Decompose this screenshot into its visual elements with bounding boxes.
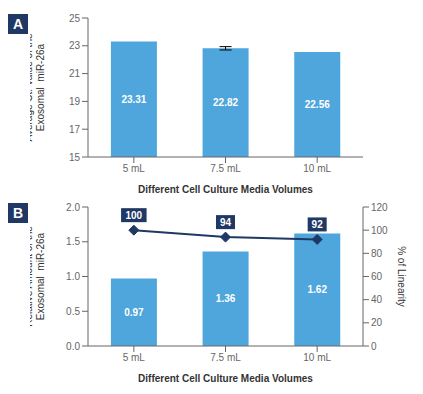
svg-text:94: 94 [220, 217, 232, 228]
svg-text:23: 23 [69, 40, 81, 51]
svg-text:5 mL: 5 mL [123, 352, 146, 363]
svg-text:80: 80 [371, 248, 383, 259]
svg-text:22.82: 22.82 [213, 97, 238, 108]
svg-text:7.5 mL: 7.5 mL [210, 352, 241, 363]
svg-text:5 mL: 5 mL [123, 163, 146, 174]
svg-text:100: 100 [371, 225, 388, 236]
svg-text:7.5 mL: 7.5 mL [210, 163, 241, 174]
svg-text:60: 60 [371, 271, 383, 282]
svg-text:Different Cell Culture Media V: Different Cell Culture Media Volumes [138, 184, 313, 195]
svg-text:0.97: 0.97 [124, 307, 144, 318]
html-text:A: A [12, 16, 24, 32]
html-text:B: B [12, 205, 24, 221]
svg-text:19: 19 [69, 96, 81, 107]
svg-text:10 mL: 10 mL [303, 352, 331, 363]
svg-text:% of Linearity: % of Linearity [396, 246, 407, 307]
svg-text:17: 17 [69, 124, 81, 135]
svg-text:1.5: 1.5 [66, 236, 80, 247]
svg-text:23.31: 23.31 [121, 94, 146, 105]
svg-text:40: 40 [371, 294, 383, 305]
svg-text:10 mL: 10 mL [303, 163, 331, 174]
svg-text:0.5: 0.5 [66, 306, 80, 317]
svg-text:120: 120 [371, 202, 388, 213]
svg-text:21: 21 [69, 68, 81, 79]
svg-text:22.56: 22.56 [305, 99, 330, 110]
svg-text:20: 20 [371, 317, 383, 328]
svg-text:15: 15 [69, 152, 81, 163]
svg-text:1.36: 1.36 [216, 293, 236, 304]
svg-text:Average Ct. Value of theExosom: Average Ct. Value of theExosomal miR-26a [30, 33, 46, 141]
svg-text:100: 100 [125, 210, 142, 221]
svg-text:2.0: 2.0 [66, 202, 80, 213]
svg-text:Different Cell Culture Media V: Different Cell Culture Media Volumes [138, 373, 313, 384]
svg-text:Relative Amount of theExosomal: Relative Amount of theExosomal miR-26a [30, 226, 46, 327]
svg-text:1.62: 1.62 [308, 284, 328, 295]
svg-text:0: 0 [371, 341, 377, 352]
svg-text:0.0: 0.0 [66, 341, 80, 352]
svg-text:1.0: 1.0 [66, 271, 80, 282]
svg-text:92: 92 [312, 219, 324, 230]
svg-text:25: 25 [69, 13, 81, 24]
